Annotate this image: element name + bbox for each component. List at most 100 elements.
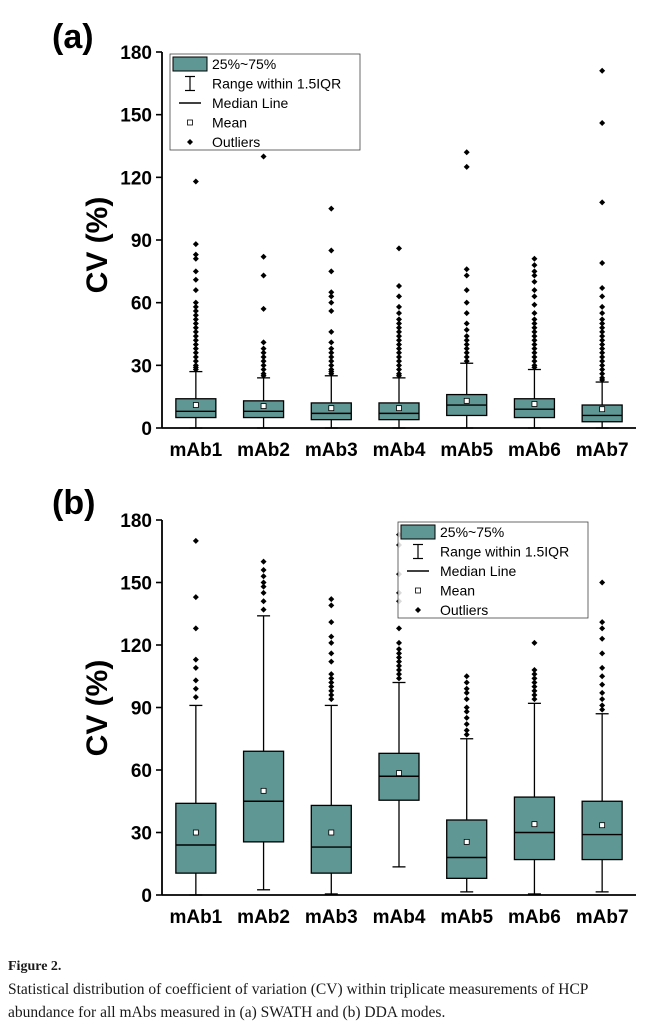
- p1-mean-marker-mAb5: [463, 838, 470, 845]
- panel-a-marks: [175, 67, 623, 429]
- p0-outlier-mAb1-5: [192, 276, 199, 283]
- p1-x-tick-label-mAb1: mAb1: [169, 907, 222, 928]
- p0-outlier-mAb7-11: [599, 328, 606, 335]
- p0-outlier-mAb1-19: [192, 349, 199, 356]
- p1-x-tick-label-mAb7: mAb7: [576, 907, 629, 928]
- p1-outlier-mAb3-1: [328, 602, 335, 609]
- p0-legend-label-1: Range within 1.5IQR: [212, 76, 341, 92]
- p0-outlier-mAb2-8: [260, 358, 267, 365]
- p1-outlier-mAb3-11: [328, 687, 335, 694]
- p0-outlier-mAb6-1: [531, 262, 538, 269]
- p1-iqr-box-mAb2: [242, 750, 285, 843]
- caption-text: Statistical distribution of coefficient …: [8, 981, 588, 1021]
- p1-outlier-mAb3-6: [328, 658, 335, 665]
- p0-outlier-mAb7-16: [599, 349, 606, 356]
- p0-outlier-mAb1-11: [192, 316, 199, 323]
- p0-outlier-mAb5-9: [463, 333, 470, 340]
- p1-mean-marker-mAb3: [328, 829, 335, 836]
- p0-iqr-box-mAb2: [242, 400, 285, 419]
- p1-outlier-mAb6-5: [531, 683, 538, 690]
- p0-box-group-mAb7: [581, 67, 623, 429]
- p0-outlier-mAb1-9: [192, 308, 199, 315]
- p0-outlier-mAb7-20: [599, 366, 606, 373]
- p0-outlier-mAb5-15: [463, 358, 470, 365]
- p1-outlier-mAb3-12: [328, 692, 335, 698]
- p0-outlier-mAb3-5: [328, 299, 335, 306]
- p1-box-group-mAb5: [446, 673, 488, 893]
- p1-legend-outlier-swatch: [415, 607, 421, 613]
- p1-y-tick-label-120: 120: [120, 636, 152, 657]
- p1-outlier-mAb7-5: [599, 664, 606, 671]
- p0-outlier-mAb3-1: [328, 247, 335, 254]
- p0-outlier-mAb1-0: [192, 178, 199, 185]
- p0-x-tick-label-mAb2: mAb2: [237, 440, 290, 461]
- p1-outlier-mAb5-5: [463, 704, 470, 711]
- p0-legend-label-2: Median Line: [212, 95, 288, 111]
- p0-outlier-mAb5-10: [463, 337, 470, 344]
- p0-outlier-mAb1-8: [192, 303, 199, 310]
- p1-mean-marker-mAb6: [531, 821, 538, 828]
- p0-outlier-mAb7-9: [599, 320, 606, 327]
- p0-outlier-mAb5-1: [463, 163, 470, 170]
- p0-outlier-mAb1-2: [192, 251, 199, 258]
- p0-outlier-mAb7-7: [599, 310, 606, 317]
- p0-outlier-mAb7-21: [599, 370, 606, 377]
- p0-iqr-box-mAb7: [581, 404, 623, 423]
- p0-outlier-mAb1-10: [192, 312, 199, 319]
- p0-outlier-mAb7-6: [599, 303, 606, 310]
- p1-outlier-mAb3-5: [328, 650, 335, 657]
- p1-iqr-box-mAb7: [581, 800, 623, 861]
- p0-outlier-mAb5-0: [463, 149, 470, 156]
- p0-outlier-mAb1-17: [192, 341, 199, 348]
- p0-outlier-mAb6-14: [531, 337, 538, 344]
- p0-outlier-mAb2-6: [260, 349, 267, 356]
- p0-legend-label-0: 25%~75%: [212, 56, 276, 72]
- p1-outlier-mAb1-3: [192, 656, 199, 663]
- p1-x-tick-label-mAb4: mAb4: [373, 907, 426, 928]
- p1-outlier-mAb4-6: [396, 639, 402, 646]
- p0-outlier-mAb1-4: [192, 268, 199, 275]
- p0-outlier-mAb4-11: [396, 341, 402, 348]
- p1-outlier-mAb2-6: [260, 598, 267, 605]
- p0-outlier-mAb3-11: [328, 353, 335, 360]
- p0-outlier-mAb2-7: [260, 353, 267, 360]
- p0-outlier-mAb2-4: [260, 339, 267, 346]
- panel-b: (b) CV (%) 0 30 60 90 120 150 180 mAb1 mAb2 mAb3 m…: [52, 484, 636, 928]
- p1-y-tick-label-30: 30: [131, 824, 152, 845]
- p0-box-group-mAb4: [378, 245, 420, 429]
- figure: (a) CV (%) 0 30 60 90 120 150 180 mAb1 mAb2 mAb3 m…: [52, 18, 636, 928]
- p0-box-group-mAb5: [446, 149, 488, 429]
- p1-outlier-mAb7-9: [599, 696, 606, 703]
- p1-legend-label-0: 25%~75%: [440, 524, 504, 540]
- panel-b-legend: 25%~75% Range within 1.5IQR Median Line Mea…: [397, 521, 589, 619]
- p1-outlier-mAb3-10: [328, 683, 335, 690]
- p0-outlier-mAb4-12: [396, 345, 402, 352]
- p1-box-group-mAb3: [310, 596, 352, 895]
- p0-outlier-mAb5-13: [463, 349, 470, 356]
- caption-title: Figure 2.: [8, 959, 62, 974]
- p0-y-tick-label-150: 150: [120, 106, 152, 127]
- p1-x-tick-label-mAb5: mAb5: [440, 907, 493, 928]
- p0-mean-marker-mAb6: [531, 401, 538, 407]
- p1-outlier-mAb2-0: [260, 558, 267, 565]
- panel-b-label: (b): [52, 484, 95, 522]
- p0-outlier-mAb3-2: [328, 268, 335, 275]
- p1-iqr-box-mAb3: [310, 804, 352, 874]
- p0-outlier-mAb6-4: [531, 278, 538, 285]
- p1-outlier-mAb4-7: [396, 646, 402, 653]
- p0-outlier-mAb1-14: [192, 328, 199, 335]
- p0-outlier-mAb2-2: [260, 272, 267, 279]
- p0-outlier-mAb5-3: [463, 272, 470, 279]
- p0-outlier-mAb5-14: [463, 353, 470, 360]
- p0-outlier-mAb6-5: [531, 287, 538, 294]
- p0-outlier-mAb7-3: [599, 259, 606, 266]
- p0-outlier-mAb1-6: [192, 287, 199, 294]
- p0-outlier-mAb1-7: [192, 299, 199, 306]
- p0-outlier-mAb6-9: [531, 316, 538, 323]
- p0-outlier-mAb2-3: [260, 305, 267, 312]
- p0-box-group-mAb6: [513, 255, 556, 429]
- panel-a-label: (a): [52, 18, 94, 56]
- p0-outlier-mAb2-1: [260, 253, 267, 260]
- panel-b-y-axis-label: CV (%): [81, 660, 114, 757]
- p0-outlier-mAb4-0: [396, 245, 402, 252]
